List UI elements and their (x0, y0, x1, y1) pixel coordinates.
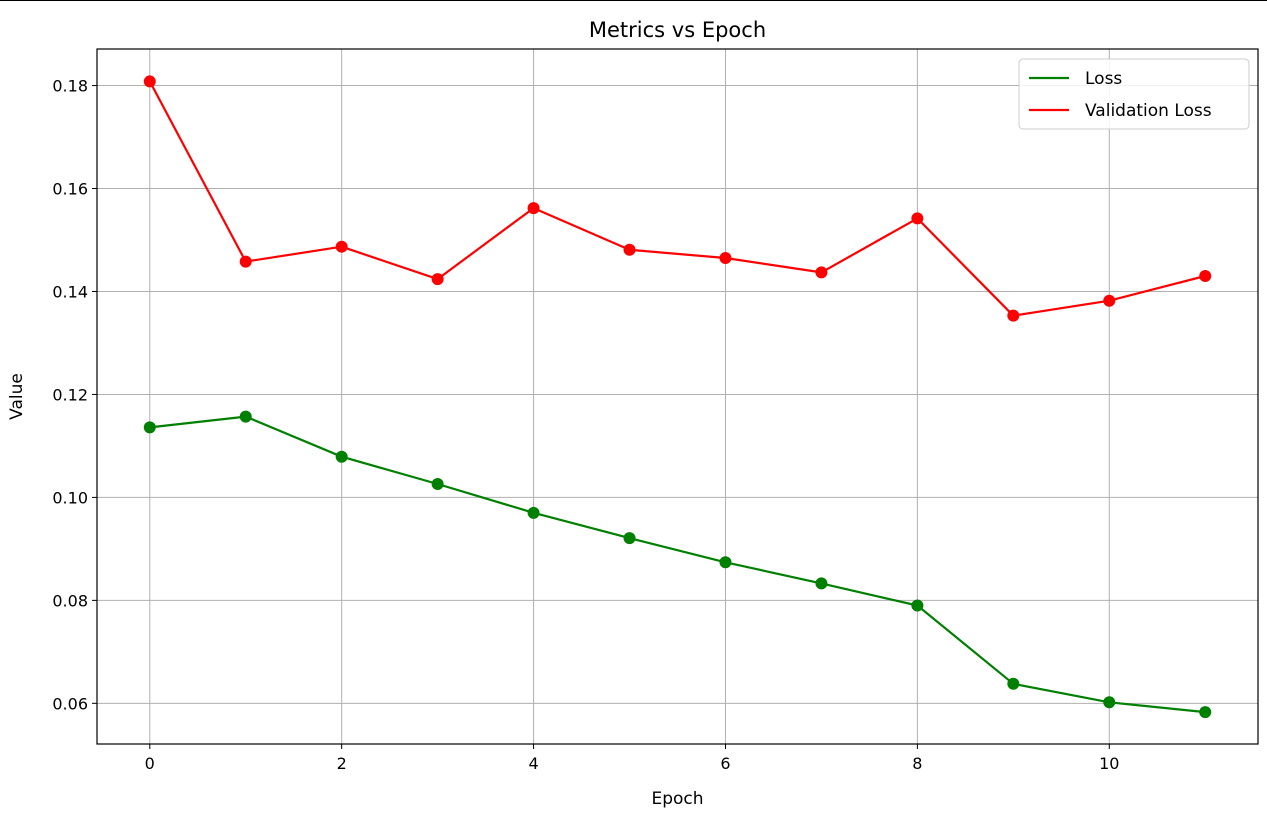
x-axis-ticks: 0 2 4 6 8 10 (145, 744, 1119, 773)
plot-frame (96, 48, 1259, 745)
x-tick-label: 2 (337, 754, 347, 773)
loss-point (719, 556, 732, 569)
validation-loss-point (335, 240, 348, 253)
loss-line (149, 415, 1206, 714)
validation-loss-point (143, 75, 156, 88)
y-axis-ticks: 0.06 0.08 0.10 0.12 0.14 0.16 0.18 (52, 77, 97, 713)
validation-loss-point (1199, 270, 1212, 283)
loss-point (143, 421, 156, 434)
validation-loss-point (1103, 294, 1116, 307)
y-tick-label: 0.12 (52, 385, 88, 404)
validation-loss-point (431, 273, 444, 286)
grid (97, 49, 1258, 744)
loss-point (1103, 696, 1116, 709)
validation-loss-point (527, 202, 540, 215)
y-tick-label: 0.10 (52, 488, 88, 507)
loss-point (1199, 706, 1212, 719)
y-tick-label: 0.14 (52, 282, 88, 301)
x-axis-label: Epoch (651, 789, 703, 809)
y-tick-label: 0.16 (52, 180, 88, 199)
x-tick-label: 4 (528, 754, 538, 773)
loss-point (815, 577, 828, 590)
validation-loss-point (1007, 309, 1020, 322)
legend-box (1018, 58, 1250, 130)
validation-loss-point (239, 255, 252, 268)
x-tick-label: 8 (912, 754, 922, 773)
loss-point (911, 599, 924, 612)
loss-point (527, 506, 540, 519)
y-tick-label: 0.06 (52, 694, 88, 713)
loss-point (431, 478, 444, 491)
validation-loss-point (719, 252, 732, 265)
loss-point (1007, 677, 1020, 690)
validation-loss-point (911, 212, 924, 225)
y-axis-label: Value (7, 373, 27, 420)
validation-loss-line (148, 80, 1206, 317)
x-tick-label: 6 (720, 754, 730, 773)
loss-point (239, 410, 252, 423)
series-layer (143, 75, 1212, 719)
x-tick-label: 0 (145, 754, 155, 773)
legend: Loss Validation Loss (1018, 58, 1250, 130)
x-tick-label: 10 (1099, 754, 1119, 773)
validation-loss-point (815, 266, 828, 279)
y-tick-label: 0.18 (52, 77, 88, 96)
chart-title: Metrics vs Epoch (589, 18, 766, 42)
loss-point (623, 532, 636, 545)
legend-label-loss: Loss (1085, 69, 1122, 89)
validation-loss-point (623, 243, 636, 256)
y-tick-label: 0.08 (52, 591, 88, 610)
legend-label-validation-loss: Validation Loss (1085, 101, 1212, 121)
loss-point (335, 450, 348, 463)
